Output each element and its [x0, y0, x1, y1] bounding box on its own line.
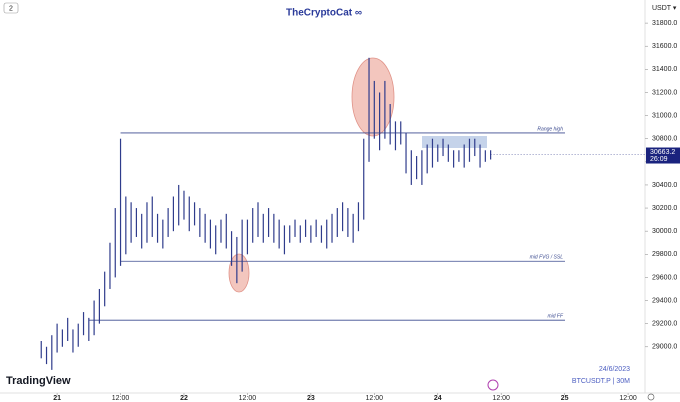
brand: TradingView [6, 375, 71, 387]
last-price: 30663.2 [650, 149, 675, 156]
y-tick-label: 31800.0 [652, 20, 677, 27]
replay-icon[interactable] [487, 379, 499, 391]
currency[interactable]: USDT ▾ [652, 5, 677, 12]
level-label: mid FVG / SSL [530, 255, 564, 261]
pane-count: 2 [9, 5, 13, 12]
pane-toggle[interactable] [3, 2, 19, 14]
y-tick-label: 31600.0 [652, 43, 677, 50]
y-tick-label: 29000.0 [652, 344, 677, 351]
level-label: mid FF [547, 314, 564, 320]
y-tick-label: 31400.0 [652, 66, 677, 73]
countdown: 26:09 [650, 156, 668, 163]
x-tick-label: 25 [561, 395, 569, 402]
y-tick-label: 29800.0 [652, 251, 677, 258]
x-tick-label: 12:00 [619, 395, 637, 402]
y-tick-label: 30000.0 [652, 228, 677, 235]
x-tick-label: 24 [434, 395, 442, 402]
level-label: Range high [537, 126, 563, 132]
y-tick-label: 31000.0 [652, 112, 677, 119]
y-tick-label: 30800.0 [652, 136, 677, 143]
x-tick-label: 21 [53, 395, 61, 402]
symbol: BTCUSDT.P | 30M [572, 378, 630, 385]
x-tick-label: 23 [307, 395, 315, 402]
highlight-box [422, 136, 487, 148]
x-tick-label: 22 [180, 395, 188, 402]
y-tick-label: 29200.0 [652, 320, 677, 327]
x-tick-label: 12:00 [492, 395, 510, 402]
highlight-ellipse [228, 253, 250, 293]
x-tick-label: 12:00 [112, 395, 130, 402]
x-tick-label: 12:00 [239, 395, 257, 402]
y-tick-label: 29400.0 [652, 297, 677, 304]
highlight-ellipse [351, 57, 395, 137]
y-tick-label: 31200.0 [652, 89, 677, 96]
settings-icon[interactable] [647, 393, 655, 401]
date: 24/6/2023 [599, 366, 630, 373]
y-tick-label: 30200.0 [652, 205, 677, 212]
y-tick-label: 30400.0 [652, 182, 677, 189]
last-price-box [646, 147, 680, 164]
y-tick-label: 29600.0 [652, 274, 677, 281]
chart-title: TheCryptoCat ∞ [286, 8, 362, 19]
x-tick-label: 12:00 [366, 395, 384, 402]
